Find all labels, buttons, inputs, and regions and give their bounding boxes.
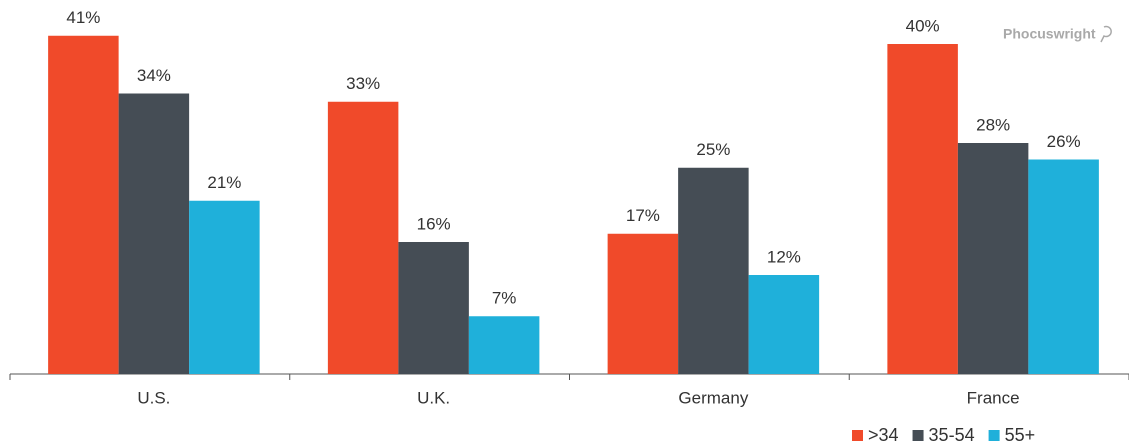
value-label: 33% bbox=[346, 74, 380, 93]
value-label: 28% bbox=[976, 115, 1010, 134]
bar bbox=[327, 101, 399, 374]
bar bbox=[1028, 159, 1099, 374]
x-tick-label: Germany bbox=[678, 388, 748, 407]
value-label: 16% bbox=[417, 214, 451, 233]
value-label: 21% bbox=[207, 173, 241, 192]
value-label: 40% bbox=[906, 16, 940, 35]
watermark: Phocuswright bbox=[1003, 26, 1096, 42]
bar bbox=[118, 93, 190, 374]
value-label: 7% bbox=[492, 289, 517, 308]
bar bbox=[957, 143, 1029, 374]
bar bbox=[398, 242, 469, 374]
bar bbox=[48, 35, 119, 374]
legend-swatch bbox=[912, 430, 924, 441]
x-tick-label: U.S. bbox=[137, 388, 170, 407]
bar bbox=[887, 44, 958, 374]
bar bbox=[607, 233, 679, 374]
watermark-icon bbox=[1100, 25, 1112, 43]
value-label: 26% bbox=[1047, 132, 1081, 151]
legend-label: 55+ bbox=[1005, 425, 1036, 445]
value-label: 34% bbox=[137, 66, 171, 85]
bar bbox=[189, 200, 260, 374]
legend-label: >34 bbox=[868, 425, 899, 445]
value-label: 25% bbox=[696, 140, 730, 159]
legend-label: 35-54 bbox=[929, 425, 975, 445]
value-label: 41% bbox=[66, 8, 100, 27]
bar bbox=[468, 316, 540, 374]
value-label: 17% bbox=[626, 206, 660, 225]
value-label: 12% bbox=[767, 247, 801, 266]
bar bbox=[678, 167, 749, 374]
x-tick-label: France bbox=[967, 388, 1020, 407]
legend-swatch bbox=[852, 430, 863, 441]
bar bbox=[748, 275, 820, 374]
x-tick-label: U.K. bbox=[417, 388, 450, 407]
legend-swatch bbox=[988, 430, 1000, 441]
